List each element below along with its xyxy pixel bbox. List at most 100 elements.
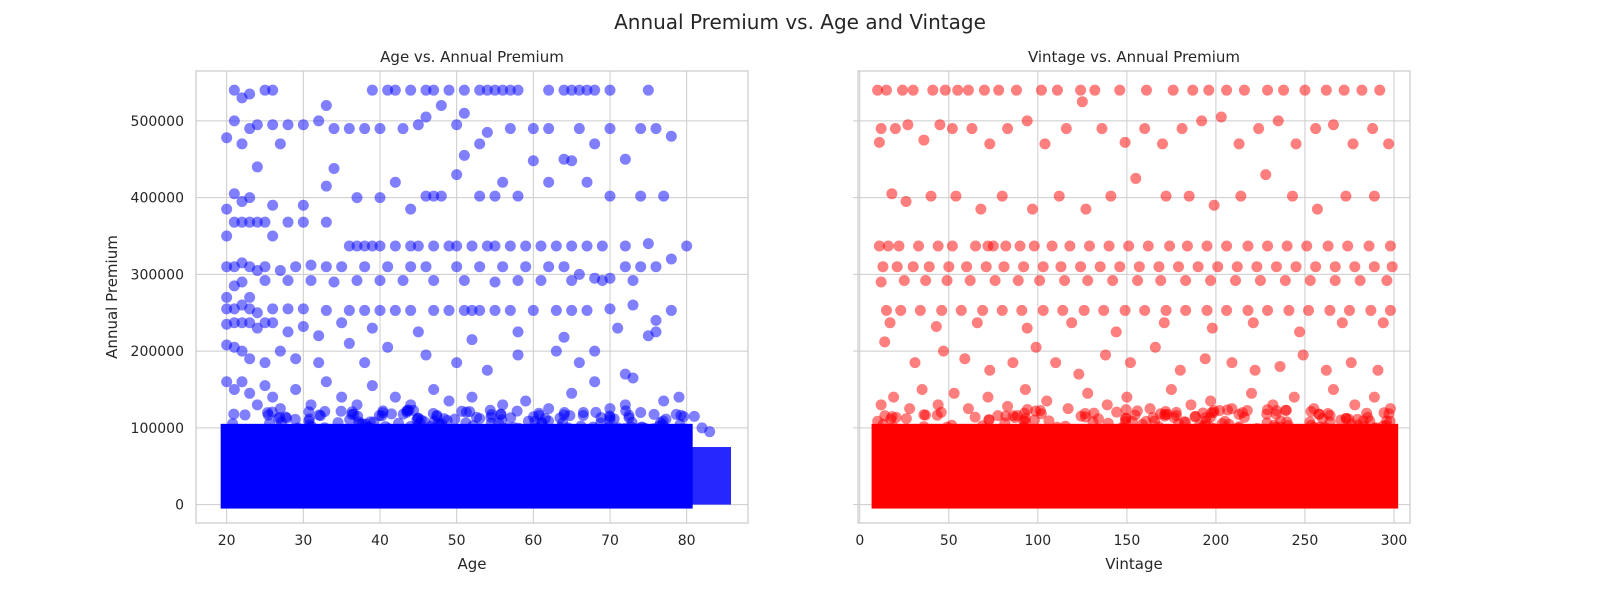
band-edge-point [401,423,413,435]
scatter-point [420,261,432,273]
scatter-point [1114,84,1126,96]
band-edge-point [1149,415,1161,427]
scatter-point [474,261,486,273]
band-edge-point [564,410,576,422]
scatter-point [282,119,294,131]
scatter-point [642,84,654,96]
scatter-point [932,240,944,252]
band-edge-point [335,405,347,417]
scatter-point [913,240,925,252]
band-edge-point [460,417,472,429]
scatter-point [937,345,949,357]
scatter-point [704,426,716,438]
scatter-point [1290,138,1302,150]
band-edge-point [332,417,344,429]
scatter-point [573,123,585,135]
scatter-point [1205,395,1217,407]
scatter-point [1272,115,1284,127]
scatter-point [259,216,271,228]
scatter-point [405,240,417,252]
scatter-point [977,304,989,316]
scatter-point [1238,84,1250,96]
scatter-point [297,199,309,211]
scatter-point [443,304,455,316]
scatter-point [1185,399,1197,411]
scatter-point [543,123,555,135]
scatter-point [274,265,286,277]
band-edge-point [1103,424,1115,436]
scatter-point [1303,304,1315,316]
scatter-point [936,304,948,316]
scatter-point [458,275,470,287]
band-edge-point [1261,408,1273,420]
scatter-point [313,115,325,127]
y-tick-label: 100000 [131,421,184,437]
scatter-point [604,123,616,135]
scatter-point [405,399,417,411]
scatter-point [879,336,891,348]
band-edge-point [625,421,637,433]
scatter-point [251,119,263,131]
scatter-point [581,84,593,96]
band-edge-point [501,422,513,434]
scatter-point [1114,261,1126,273]
scatter-point [996,304,1008,316]
scatter-point [320,100,332,112]
scatter-point [596,240,608,252]
band-edge-point [376,410,388,422]
y-axis-label-premium: Annual Premium [103,235,121,359]
scatter-point [1035,84,1047,96]
scatter-point [581,176,593,188]
scatter-point [1377,317,1389,329]
scatter-point [1196,115,1208,127]
scatter-point [1075,84,1087,96]
scatter-point [251,307,263,319]
scatter-point [596,275,608,287]
band-edge-point [280,411,292,423]
scatter-point [558,331,570,343]
scatter-point [1304,275,1316,287]
scatter-point [1340,190,1352,202]
band-edge-point [1200,411,1212,423]
dense-band-age [220,404,731,509]
scatter-point [374,304,386,316]
band-edge-point [888,421,900,433]
scatter-point [1338,84,1350,96]
scatter-point [320,376,332,388]
scatter-point [665,304,677,316]
band-edge-point [1161,408,1173,420]
scatter-point [481,364,493,376]
scatter-point [1164,240,1176,252]
band-edge-point [264,417,276,429]
scatter-point [962,403,974,415]
scatter-point [1329,275,1341,287]
scatter-point [504,84,516,96]
scatter-point [359,240,371,252]
scatter-point [236,376,248,388]
scatter-point [228,383,240,395]
scatter-point [939,84,951,96]
band-edge-point [1237,407,1249,419]
scatter-point [328,123,340,135]
scatter-point [1345,357,1357,369]
band-edge-point [319,422,331,434]
x-tick-labels-vintage: 0 50 100 150 200 250 300 [855,533,1407,549]
scatter-point [466,391,478,403]
band-edge-point [1299,424,1311,436]
scatter-point [1066,317,1078,329]
scatter-point [489,240,501,252]
scatter-point [512,84,524,96]
scatter-point [451,169,463,181]
scatter-point [1253,123,1265,135]
scatter-point [1311,203,1323,215]
scatter-point [1059,275,1071,287]
axes-frame-vintage [857,70,1411,524]
scatter-point [1010,84,1022,96]
band-edge-point [577,407,589,419]
band-edge-point [427,407,439,419]
scatter-point [336,261,348,273]
scatter-point [259,84,271,96]
scatter-point [1142,240,1154,252]
scatter-point [1192,261,1204,273]
